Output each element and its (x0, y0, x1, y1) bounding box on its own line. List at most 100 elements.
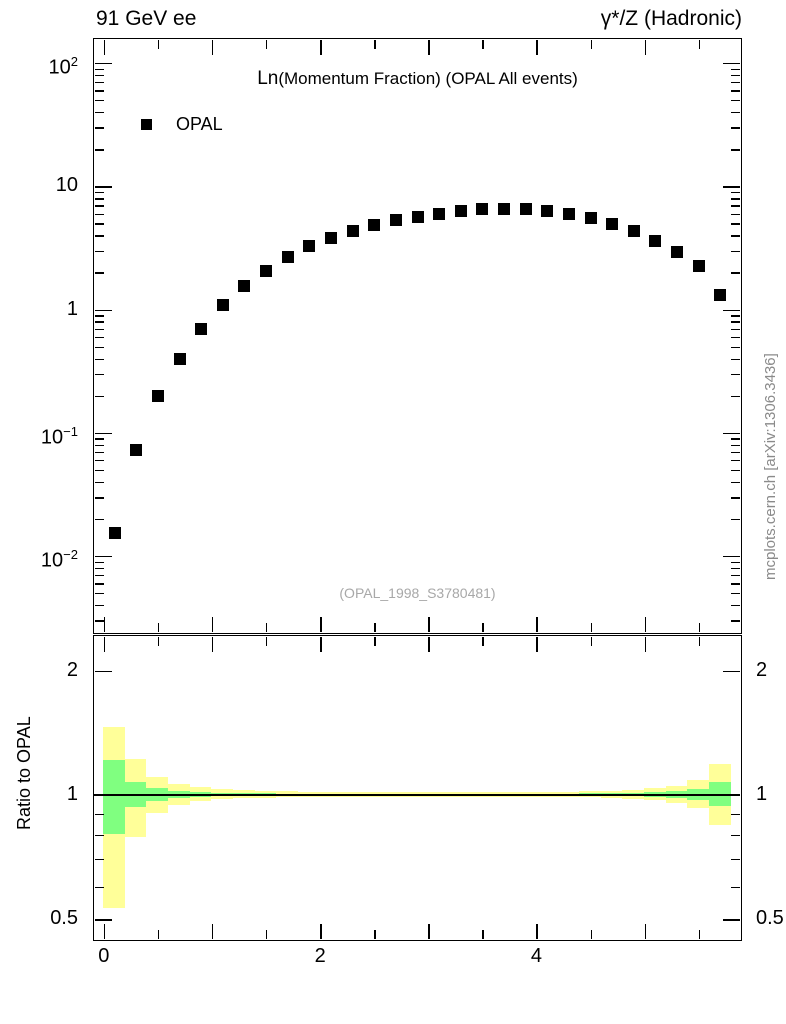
beam-energy-label: 91 GeV ee (96, 7, 197, 30)
axis-tick (94, 567, 104, 570)
data-point-opal (130, 444, 143, 457)
ratio-y-tick-label-left: 0.5 (50, 907, 78, 930)
axis-tick (94, 63, 112, 65)
data-point-opal (541, 204, 554, 217)
axis-tick (723, 309, 741, 311)
axis-tick (94, 68, 104, 71)
axis-tick (94, 235, 104, 237)
axis-tick (482, 636, 484, 646)
axis-tick (94, 358, 104, 360)
legend: OPAL (141, 115, 223, 133)
axis-tick (731, 497, 741, 499)
axis-tick (94, 438, 104, 440)
axis-tick (94, 309, 112, 311)
axis-tick (211, 636, 214, 652)
axis-tick (266, 623, 268, 633)
data-point-opal (627, 225, 640, 238)
axis-tick (731, 575, 741, 577)
ratio-band-inner (579, 793, 601, 796)
main-y-tick-label: 10−2 (40, 547, 78, 572)
axis-tick (374, 39, 376, 49)
axis-tick (731, 444, 741, 447)
ratio-y-axis-labels-right: 2 1 0.5 (748, 635, 786, 941)
axis-tick (731, 191, 741, 194)
axis-tick (698, 623, 701, 633)
axis-tick (94, 858, 104, 861)
axis-tick (731, 373, 741, 376)
axis-tick (94, 315, 104, 317)
ratio-band-inner (427, 793, 450, 796)
axis-tick (266, 39, 268, 49)
data-point-opal (346, 224, 359, 237)
data-point-opal (368, 218, 381, 231)
x-axis-labels: 0 2 4 (93, 946, 742, 976)
data-point-opal (584, 212, 597, 225)
axis-tick (731, 82, 741, 84)
data-point-opal (649, 234, 662, 247)
legend-marker-square-icon (141, 118, 152, 130)
axis-tick (731, 272, 741, 274)
axis-tick (723, 670, 741, 673)
axis-tick (94, 835, 104, 837)
process-label: γ*/Z (Hadronic) (600, 7, 742, 30)
ratio-band-inner (449, 793, 471, 796)
axis-tick (94, 321, 104, 323)
axis-tick (94, 336, 104, 339)
data-point-opal (303, 240, 316, 253)
data-point-opal (606, 217, 619, 230)
plot-title-rest: (Momentum Fraction) (OPAL All events) (278, 69, 578, 88)
legend-label-opal: OPAL (176, 114, 223, 134)
axis-tick (731, 481, 741, 484)
credit-text: mcplots.cern.ch [arXiv:1306.3436] (762, 353, 779, 580)
axis-tick (94, 556, 112, 558)
axis-tick (731, 205, 741, 207)
ratio-band-inner (254, 793, 277, 796)
axis-tick (698, 930, 701, 940)
axis-tick (320, 617, 322, 633)
data-point-opal (389, 214, 402, 227)
main-plot-frame (93, 38, 742, 634)
data-point-opal (281, 251, 294, 264)
axis-tick (731, 336, 741, 339)
data-point-opal (260, 265, 273, 278)
axis-tick (731, 583, 741, 585)
axis-tick (266, 930, 268, 940)
axis-tick (723, 432, 741, 435)
data-point-opal (411, 210, 424, 223)
x-tick-label: 2 (314, 945, 326, 967)
axis-tick (428, 39, 430, 55)
axis-tick (536, 924, 538, 940)
data-point-opal (519, 203, 532, 216)
axis-tick (157, 623, 160, 633)
axis-tick (482, 930, 484, 940)
axis-tick (723, 63, 741, 65)
axis-tick (731, 518, 741, 521)
axis-tick (94, 100, 104, 102)
axis-tick (94, 82, 104, 84)
axis-tick (731, 213, 741, 215)
axis-tick (731, 858, 741, 861)
axis-tick (731, 395, 741, 398)
axis-tick (731, 358, 741, 360)
axis-tick (731, 250, 741, 253)
axis-tick (428, 924, 430, 940)
axis-tick (94, 575, 104, 577)
axis-tick (731, 886, 741, 888)
axis-tick (157, 39, 160, 49)
axis-tick (103, 924, 106, 940)
axis-tick (94, 328, 104, 330)
axis-tick (731, 593, 741, 595)
axis-tick (211, 617, 214, 633)
axis-tick (731, 235, 741, 237)
axis-tick (320, 924, 322, 940)
axis-tick (731, 112, 741, 114)
ratio-y-axis-labels-left: 2 1 0.5 (0, 635, 86, 941)
data-point-opal (238, 280, 251, 293)
axis-tick (103, 617, 106, 633)
axis-tick (94, 223, 104, 225)
axis-tick (731, 346, 741, 348)
axis-tick (482, 39, 484, 49)
axis-tick (723, 186, 741, 188)
axis-tick (94, 149, 104, 151)
axis-tick (374, 623, 376, 633)
